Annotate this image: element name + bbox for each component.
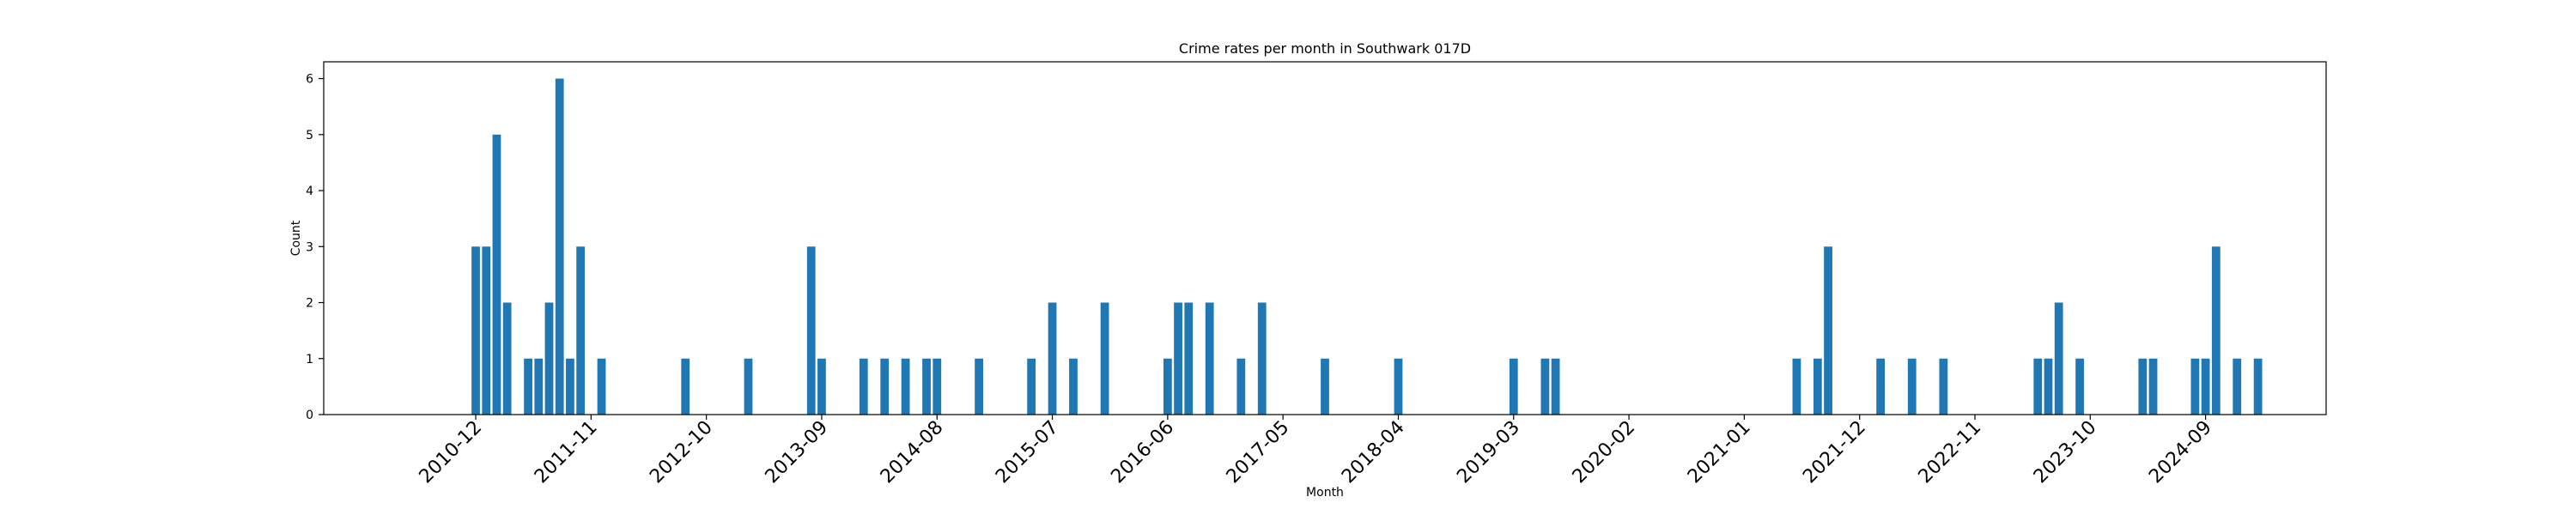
bar-2011-09 — [566, 358, 574, 415]
x-tick-label: 2022-11 — [1915, 417, 1986, 488]
bar-2021-06 — [1792, 358, 1801, 415]
bar-2024-10 — [2211, 246, 2221, 415]
x-tick-label: 2021-12 — [1799, 417, 1870, 488]
y-tick-label: 2 — [306, 297, 313, 311]
bar-2021-09 — [1824, 246, 1832, 415]
bar-2024-08 — [2190, 358, 2200, 415]
bar-2012-08 — [681, 358, 690, 415]
bar-2011-12 — [597, 358, 606, 415]
bar-2011-08 — [555, 78, 564, 415]
bar-2022-05 — [1907, 358, 1917, 415]
bar-2010-12 — [471, 246, 480, 415]
bar-2014-03 — [880, 358, 890, 415]
bar-2023-05 — [2033, 358, 2043, 415]
bar-2013-08 — [806, 246, 816, 415]
bar-2018-04 — [1394, 358, 1403, 415]
bar-2021-08 — [1813, 358, 1822, 415]
bar-2011-03 — [502, 302, 512, 415]
bar-2014-05 — [901, 358, 910, 415]
bar-2023-06 — [2044, 358, 2053, 415]
x-tick-label: 2011-11 — [531, 417, 602, 488]
bar-2014-01 — [859, 358, 868, 415]
bar-2014-12 — [975, 358, 983, 415]
y-tick-label: 3 — [306, 240, 313, 254]
bar-2024-03 — [2138, 358, 2148, 415]
bar-2017-03 — [1257, 302, 1267, 415]
plot-frame — [323, 61, 2327, 415]
x-axis-label: Month — [1306, 486, 1344, 500]
bar-2011-06 — [534, 358, 544, 415]
x-tick-label: 2023-10 — [2030, 417, 2101, 488]
bar-2011-02 — [492, 134, 501, 415]
x-tick-label: 2021-01 — [1684, 417, 1755, 488]
bar-2011-01 — [482, 246, 491, 415]
bar-2019-03 — [1509, 358, 1518, 415]
bar-2017-01 — [1236, 358, 1246, 415]
x-tick-label: 2019-03 — [1453, 417, 1524, 488]
bars-group — [471, 78, 2263, 415]
x-tick-label: 2010-12 — [416, 417, 487, 488]
bar-2015-05 — [1027, 358, 1036, 415]
bar-2025-02 — [2253, 358, 2263, 415]
x-tick-label: 2013-09 — [762, 417, 833, 488]
x-tick-label: 2018-04 — [1338, 417, 1409, 488]
y-axis-ticks: 0 1 2 3 4 5 6 — [306, 73, 324, 422]
bar-2016-06 — [1163, 358, 1172, 415]
bar-2023-07 — [2054, 302, 2063, 415]
bar-2013-02 — [744, 358, 753, 415]
bar-2011-05 — [524, 358, 532, 415]
bar-2019-07 — [1551, 358, 1560, 415]
x-tick-label: 2017-05 — [1223, 417, 1294, 488]
x-axis-ticks: 2010-12 2011-11 2012-10 2013-09 2014-08 2015-… — [416, 415, 2216, 488]
y-tick-label: 0 — [306, 409, 313, 422]
y-tick-label: 6 — [306, 73, 313, 87]
bar-2016-07 — [1174, 302, 1182, 415]
bar-2024-04 — [2148, 358, 2158, 415]
bar-2011-10 — [576, 246, 586, 415]
bar-2015-12 — [1100, 302, 1109, 415]
y-tick-label: 4 — [306, 185, 313, 198]
x-tick-label: 2020-02 — [1569, 417, 1640, 488]
bar-2016-08 — [1184, 302, 1194, 415]
y-tick-label: 5 — [306, 129, 313, 142]
x-tick-label: 2016-06 — [1107, 417, 1178, 488]
bar-2013-09 — [817, 358, 826, 415]
chart-title: Crime rates per month in Southwark 017D — [1179, 40, 1471, 57]
bar-2015-07 — [1048, 302, 1057, 415]
bar-2024-12 — [2233, 358, 2242, 415]
bar-2022-02 — [1876, 358, 1885, 415]
bar-2024-09 — [2201, 358, 2210, 415]
bar-2023-09 — [2075, 358, 2084, 415]
bar-2011-07 — [544, 302, 554, 415]
x-tick-label: 2012-10 — [646, 417, 717, 488]
x-tick-label: 2014-08 — [877, 417, 948, 488]
bar-2015-09 — [1069, 358, 1078, 415]
bar-2014-08 — [933, 358, 942, 415]
bar-2022-08 — [1939, 358, 1948, 415]
y-tick-label: 1 — [306, 353, 313, 367]
y-axis-label: Count — [289, 220, 303, 256]
x-tick-label: 2015-07 — [992, 417, 1063, 488]
bar-2016-10 — [1205, 302, 1214, 415]
bar-2017-09 — [1321, 358, 1329, 415]
x-tick-label: 2024-09 — [2145, 417, 2216, 488]
bar-2014-07 — [922, 358, 931, 415]
bar-2019-06 — [1540, 358, 1550, 415]
